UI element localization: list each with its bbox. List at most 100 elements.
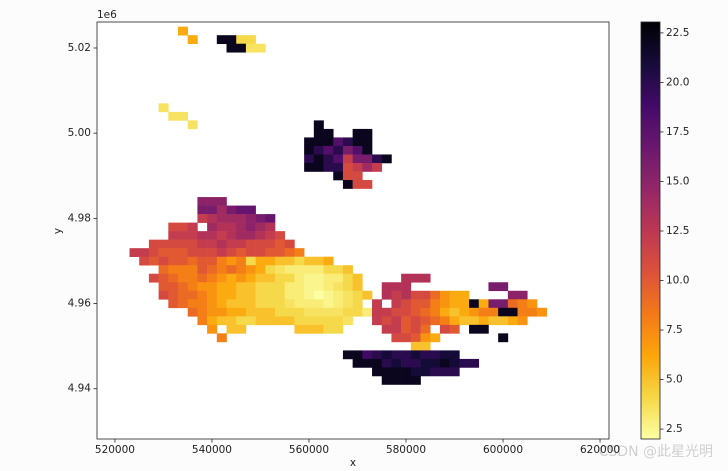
- cell: [178, 299, 189, 309]
- cell: [216, 290, 227, 300]
- cell: [313, 316, 324, 326]
- cell: [216, 273, 227, 283]
- cell: [449, 299, 460, 309]
- cell: [352, 171, 363, 181]
- cell: [187, 248, 198, 257]
- cell: [245, 35, 256, 45]
- cell: [478, 324, 489, 334]
- cell: [352, 290, 363, 300]
- cell: [197, 290, 208, 300]
- cell: [333, 137, 344, 147]
- cell: [420, 290, 431, 300]
- cell: [410, 375, 421, 385]
- cell: [469, 324, 480, 334]
- cell: [265, 214, 276, 223]
- cell: [284, 248, 295, 257]
- cell: [323, 273, 334, 283]
- cell: [207, 248, 218, 257]
- cell: [216, 231, 227, 240]
- colorbar-tick-label: 7.5: [666, 324, 683, 336]
- cell: [255, 239, 266, 249]
- cell: [284, 299, 295, 309]
- cell: [323, 299, 334, 309]
- cell: [284, 316, 295, 326]
- cell: [216, 282, 227, 292]
- cell: [197, 214, 208, 223]
- cell: [304, 265, 315, 275]
- cell: [294, 299, 305, 309]
- cell: [507, 316, 518, 326]
- cell: [168, 222, 179, 232]
- cell: [313, 307, 324, 317]
- cell: [226, 214, 237, 223]
- cell: [236, 324, 247, 334]
- cell: [275, 256, 286, 266]
- cell: [236, 248, 247, 257]
- cell: [459, 358, 470, 368]
- cell: [410, 341, 421, 351]
- cell: [187, 265, 198, 275]
- cell: [333, 282, 344, 292]
- cell: [478, 299, 489, 309]
- cell: [168, 273, 179, 283]
- cell: [478, 316, 489, 326]
- cell: [439, 290, 450, 300]
- cell: [352, 137, 363, 147]
- cell: [381, 290, 392, 300]
- cell: [158, 290, 169, 300]
- cell: [439, 307, 450, 317]
- cell: [265, 248, 276, 257]
- cell: [401, 350, 412, 360]
- cell: [187, 231, 198, 240]
- cell: [410, 358, 421, 368]
- cell: [381, 358, 392, 368]
- cell: [236, 282, 247, 292]
- cell: [391, 350, 402, 360]
- cell: [158, 273, 169, 283]
- cell: [420, 341, 431, 351]
- cell: [197, 273, 208, 283]
- cell: [236, 205, 247, 215]
- cell: [342, 307, 353, 317]
- cell: [245, 282, 256, 292]
- cell: [459, 290, 470, 300]
- cell: [410, 299, 421, 309]
- cell: [459, 316, 470, 326]
- cell: [245, 290, 256, 300]
- cell: [275, 316, 286, 326]
- cell: [517, 316, 528, 326]
- cell: [430, 367, 441, 377]
- cell: [304, 273, 315, 283]
- cell: [469, 299, 480, 309]
- cell: [275, 282, 286, 292]
- cell: [469, 316, 480, 326]
- cell: [139, 248, 150, 257]
- cell: [410, 367, 421, 377]
- cell: [323, 128, 334, 138]
- cell: [255, 316, 266, 326]
- colorbar-tick-label: 15.0: [666, 175, 689, 187]
- cell: [517, 290, 528, 300]
- cell: [372, 154, 383, 164]
- cell: [236, 239, 247, 249]
- cell: [498, 299, 509, 309]
- cell: [420, 316, 431, 326]
- cell: [178, 265, 189, 275]
- cell: [226, 43, 237, 53]
- cell: [294, 290, 305, 300]
- cell: [284, 290, 295, 300]
- cell: [304, 316, 315, 326]
- cell: [507, 299, 518, 309]
- cell: [275, 299, 286, 309]
- cell: [459, 307, 470, 317]
- cell: [342, 154, 353, 164]
- cell: [168, 239, 179, 249]
- cell: [284, 282, 295, 292]
- cell: [372, 162, 383, 172]
- cell: [207, 214, 218, 223]
- cell: [333, 316, 344, 326]
- cell: [420, 350, 431, 360]
- cell: [391, 367, 402, 377]
- cell: [323, 290, 334, 300]
- cell: [255, 307, 266, 317]
